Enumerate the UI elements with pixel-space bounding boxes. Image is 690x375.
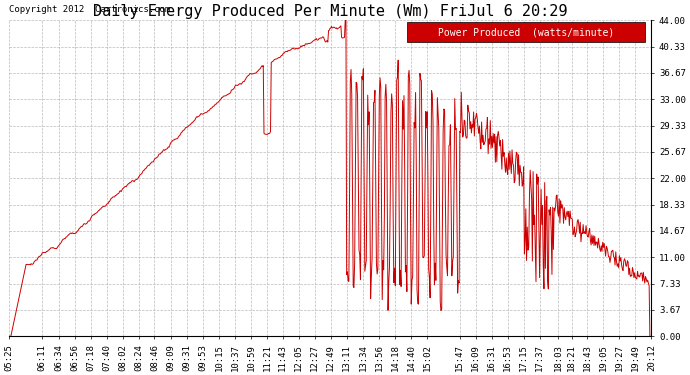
FancyBboxPatch shape — [407, 22, 645, 42]
Title: Daily Energy Produced Per Minute (Wm) FriJul 6 20:29: Daily Energy Produced Per Minute (Wm) Fr… — [92, 4, 567, 19]
Text: Power Produced  (watts/minute): Power Produced (watts/minute) — [438, 27, 614, 37]
Text: Copyright 2012  Cartronics.com: Copyright 2012 Cartronics.com — [9, 5, 170, 14]
